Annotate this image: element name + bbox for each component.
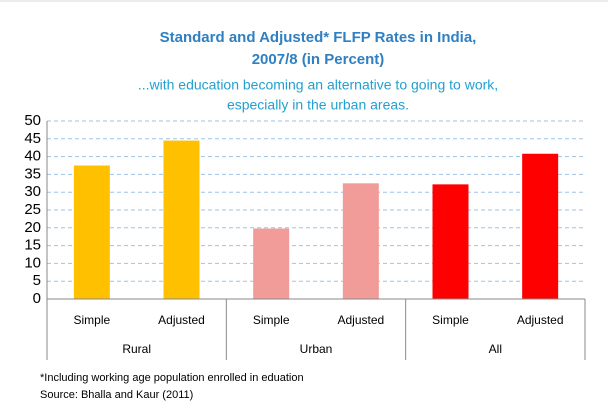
y-tick-label: 5 <box>33 272 41 289</box>
y-tick-label: 40 <box>24 148 41 165</box>
y-tick-label: 20 <box>24 219 41 236</box>
group-label: Rural <box>122 342 151 356</box>
chart-title: 2007/8 (in Percent) <box>252 51 385 68</box>
y-tick-label: 25 <box>24 201 41 218</box>
source: Source: Bhalla and Kaur (2011) <box>40 389 193 401</box>
y-tick-label: 30 <box>24 183 41 200</box>
y-tick-label: 45 <box>24 130 41 147</box>
x-tick-label: Adjusted <box>337 313 384 327</box>
y-tick-label: 0 <box>33 290 41 307</box>
group-label: All <box>489 342 502 356</box>
bar <box>342 183 379 299</box>
x-tick-label: Adjusted <box>517 313 564 327</box>
y-tick-label: 35 <box>24 165 41 182</box>
bar <box>432 184 469 299</box>
footnote: *Including working age population enroll… <box>40 372 304 384</box>
bar <box>163 140 200 299</box>
x-tick-label: Simple <box>432 313 469 327</box>
x-tick-label: Simple <box>253 313 290 327</box>
bar <box>73 165 110 299</box>
y-tick-label: 15 <box>24 237 41 254</box>
bar <box>522 153 559 299</box>
chart-subtitle: ...with education becoming an alternativ… <box>138 77 498 93</box>
y-tick-label: 10 <box>24 254 41 271</box>
bar <box>253 228 290 299</box>
x-tick-label: Simple <box>73 313 110 327</box>
x-tick-label: Adjusted <box>158 313 205 327</box>
chart-subtitle: especially in the urban areas. <box>227 97 409 113</box>
y-tick-label: 50 <box>24 112 41 129</box>
chart-title: Standard and Adjusted* FLFP Rates in Ind… <box>160 29 477 46</box>
group-label: Urban <box>300 342 333 356</box>
